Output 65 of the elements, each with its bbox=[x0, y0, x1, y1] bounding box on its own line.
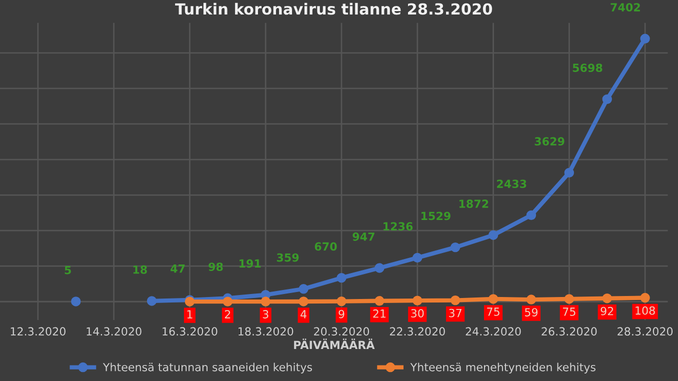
point bbox=[602, 94, 612, 104]
point bbox=[564, 168, 574, 178]
data-label: 670 bbox=[314, 242, 337, 251]
point bbox=[640, 292, 650, 303]
data-label: 1529 bbox=[422, 212, 450, 220]
point bbox=[640, 34, 650, 44]
data-label: 7402 bbox=[610, 3, 640, 12]
data-label: 18 bbox=[133, 265, 147, 274]
point bbox=[412, 296, 422, 306]
data-label: 5 bbox=[64, 266, 71, 274]
point bbox=[526, 210, 536, 220]
data-label: 4 bbox=[300, 310, 306, 318]
point bbox=[374, 296, 384, 306]
data-label: 1236 bbox=[384, 222, 413, 231]
x-tick-label: 18.3.2020 bbox=[238, 327, 294, 336]
chart-title: Turkin koronavirus tilanne 28.3.2020 bbox=[175, 2, 492, 15]
point bbox=[336, 296, 346, 306]
point bbox=[146, 296, 157, 306]
data-label: 47 bbox=[170, 264, 185, 273]
point bbox=[222, 296, 233, 306]
data-label: 98 bbox=[208, 262, 223, 271]
data-label: 5698 bbox=[572, 64, 602, 72]
x-tick-label: 16.3.2020 bbox=[162, 327, 218, 336]
legend-label: Yhteensä tatunnan saaneiden kehitys bbox=[102, 362, 312, 374]
data-label: 359 bbox=[276, 253, 299, 262]
data-label: 1872 bbox=[459, 200, 488, 208]
data-label: 37 bbox=[449, 308, 462, 318]
x-tick-label: 20.3.2020 bbox=[314, 327, 370, 336]
x-tick-label: 14.3.2020 bbox=[86, 327, 142, 336]
data-label: 59 bbox=[525, 308, 538, 316]
point bbox=[526, 294, 536, 304]
point bbox=[71, 296, 81, 306]
point bbox=[412, 252, 422, 263]
data-label: 3629 bbox=[534, 137, 564, 146]
data-label: 75 bbox=[563, 308, 576, 316]
point bbox=[450, 295, 460, 306]
x-tick-label: 22.3.2020 bbox=[390, 327, 445, 336]
point bbox=[450, 242, 460, 252]
point bbox=[298, 296, 308, 306]
data-label: 191 bbox=[240, 259, 261, 268]
x-axis-title: PÄIVÄMÄÄRÄ bbox=[294, 338, 375, 349]
data-label: 75 bbox=[487, 308, 500, 316]
point bbox=[374, 263, 384, 273]
data-label: 3 bbox=[262, 310, 268, 318]
x-tick-label: 26.3.2020 bbox=[542, 327, 597, 336]
data-label: 108 bbox=[636, 306, 655, 315]
point bbox=[260, 296, 270, 306]
data-label: 9 bbox=[338, 310, 344, 318]
data-label: 30 bbox=[411, 309, 424, 318]
point bbox=[336, 272, 346, 283]
point bbox=[602, 294, 612, 304]
data-label: 2433 bbox=[497, 180, 526, 188]
data-label: 1 bbox=[187, 310, 192, 318]
point bbox=[298, 284, 308, 294]
point bbox=[488, 230, 498, 240]
x-tick-label: 28.3.2020 bbox=[618, 327, 673, 336]
legend-label: Yhteensä menehtyneiden kehitys bbox=[410, 362, 596, 374]
data-label: 2 bbox=[224, 310, 230, 318]
data-label: 92 bbox=[600, 306, 614, 316]
point bbox=[488, 294, 498, 304]
data-label: 947 bbox=[352, 232, 374, 241]
data-label: 21 bbox=[373, 309, 386, 318]
x-tick-label: 24.3.2020 bbox=[466, 327, 521, 336]
x-tick-label: 12.3.2020 bbox=[10, 327, 66, 336]
point bbox=[564, 294, 574, 304]
